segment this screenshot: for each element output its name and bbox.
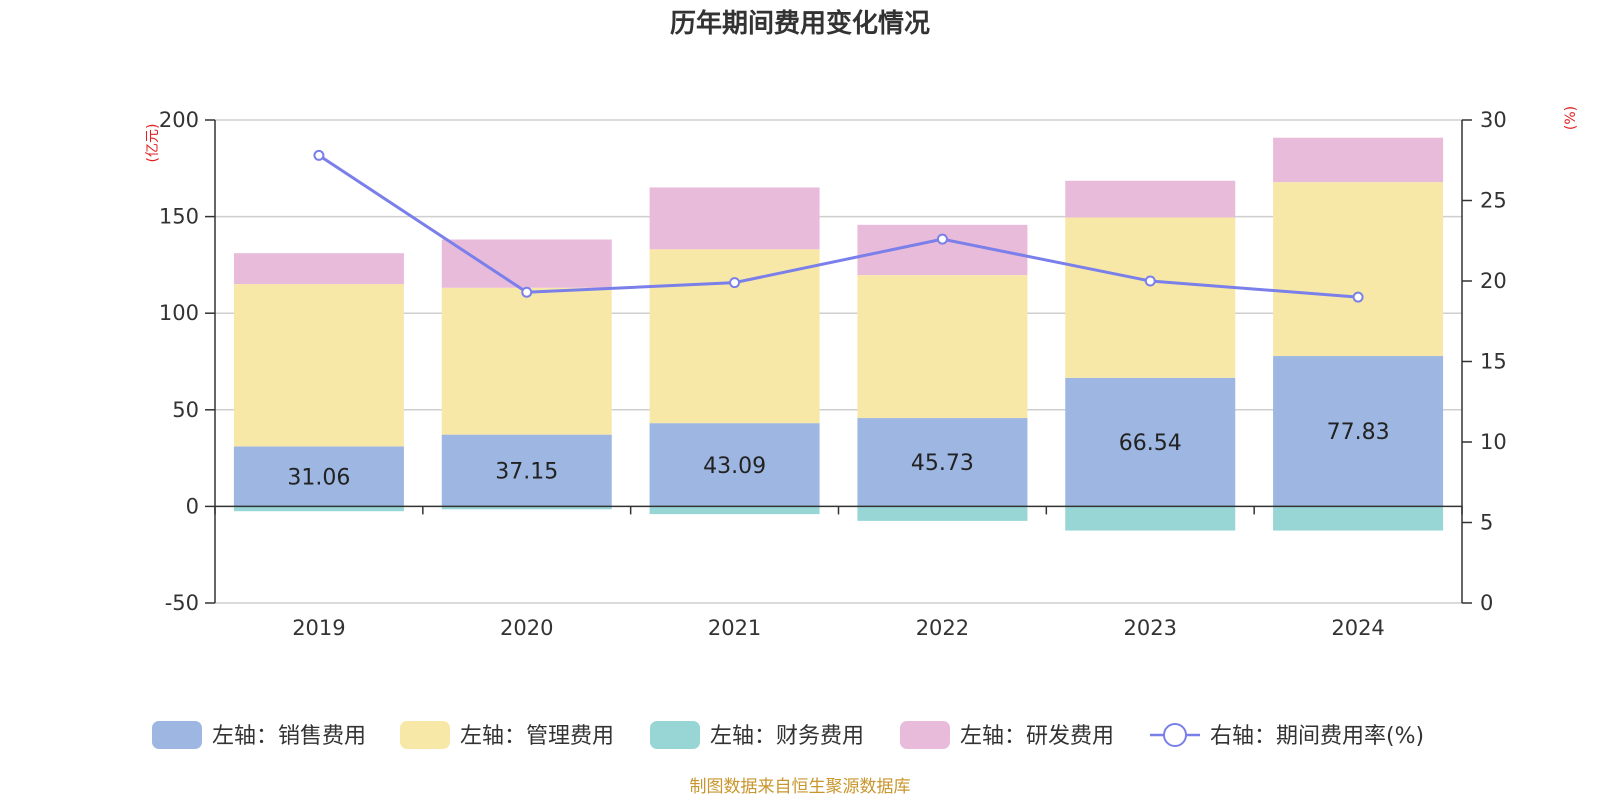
legend: 左轴：销售费用 左轴：管理费用 左轴：财务费用 左轴：研发费用 右轴：期间费用率(%) xyxy=(152,721,1424,749)
grid xyxy=(215,119,1462,604)
rate-line xyxy=(318,154,1359,299)
bar-segment xyxy=(233,446,404,507)
left-axis-tick-label: 50 xyxy=(172,398,199,422)
rate-point xyxy=(729,277,741,289)
x-axis-tick-label: 2019 xyxy=(292,616,345,640)
legend-label: 左轴：研发费用 xyxy=(960,724,1114,749)
left-axis-tick-label: 200 xyxy=(159,108,199,132)
left-axis-tick-label: 0 xyxy=(186,494,199,518)
bar-segment xyxy=(441,239,612,288)
left-axis-tick-label: -50 xyxy=(165,591,199,615)
source-note: 制图数据来自恒生聚源数据库 xyxy=(690,777,911,797)
right-axis-tick-label: 25 xyxy=(1480,189,1507,213)
bar-segment xyxy=(1273,137,1444,183)
legend-swatch xyxy=(152,721,202,749)
bar-segment xyxy=(1065,506,1236,531)
legend-swatch xyxy=(650,721,700,749)
left-axis-tick-label: 100 xyxy=(159,301,199,325)
legend-label: 右轴：期间费用率(%) xyxy=(1210,724,1424,749)
bar-segment xyxy=(441,434,612,507)
bar-segment xyxy=(1065,180,1236,218)
data-label: 77.83 xyxy=(1327,420,1390,445)
right-axis-tick-label: 30 xyxy=(1480,108,1507,132)
legend-marker-swatch xyxy=(1163,723,1187,747)
bar-segment xyxy=(649,506,820,515)
right-axis-tick-label: 5 xyxy=(1480,511,1493,535)
bar-segment xyxy=(649,249,820,424)
right-axis-tick-label: 20 xyxy=(1480,269,1507,293)
data-label: 37.15 xyxy=(495,460,558,485)
rate-point xyxy=(313,149,325,161)
right-axis-unit: (%) xyxy=(1563,106,1579,130)
bars xyxy=(233,137,1444,531)
bar-segment xyxy=(1065,377,1236,507)
x-axis-tick-label: 2020 xyxy=(500,616,553,640)
bar-segment xyxy=(1273,356,1444,507)
left-axis-unit: (亿元) xyxy=(145,124,161,163)
x-axis-tick-label: 2021 xyxy=(708,616,761,640)
bar-segment xyxy=(857,275,1028,419)
rate-point xyxy=(521,286,533,298)
legend-label: 左轴：管理费用 xyxy=(460,724,614,749)
rate-line-series xyxy=(313,149,1364,303)
legend-label: 左轴：销售费用 xyxy=(212,724,366,749)
bar-segment xyxy=(1273,506,1444,531)
legend-swatch xyxy=(400,721,450,749)
data-label: 31.06 xyxy=(287,465,350,490)
rate-point xyxy=(936,233,948,245)
bar-segment xyxy=(233,284,404,447)
x-axis-tick-label: 2022 xyxy=(916,616,969,640)
bar-segment xyxy=(441,287,612,435)
rate-point xyxy=(1144,275,1156,287)
left-axis-tick-label: 150 xyxy=(159,205,199,229)
bar-segment xyxy=(233,506,404,512)
right-axis-tick-label: 10 xyxy=(1480,430,1507,454)
bar-segment xyxy=(1273,182,1444,357)
bar-segment xyxy=(857,418,1028,507)
right-axis-tick-label: 15 xyxy=(1480,350,1507,374)
x-axis-tick-label: 2023 xyxy=(1124,616,1177,640)
rate-point xyxy=(1352,291,1364,303)
bar-segment xyxy=(233,253,404,285)
right-axis-tick-label: 0 xyxy=(1480,591,1493,615)
legend-swatch xyxy=(900,721,950,749)
legend-label: 左轴：财务费用 xyxy=(710,724,864,749)
bar-segment xyxy=(1065,217,1236,378)
bar-segment xyxy=(441,506,612,510)
data-label: 43.09 xyxy=(703,454,766,479)
bar-segment xyxy=(649,423,820,507)
data-labels: 31.06 37.15 43.09 45.73 66.54 77.83 xyxy=(287,420,1389,490)
bar-segment xyxy=(649,187,820,250)
bar-segment xyxy=(857,506,1028,521)
x-axis-tick-label: 2024 xyxy=(1331,616,1384,640)
data-label: 45.73 xyxy=(911,451,974,476)
chart-title: 历年期间费用变化情况 xyxy=(670,8,930,39)
data-label: 66.54 xyxy=(1119,431,1182,456)
